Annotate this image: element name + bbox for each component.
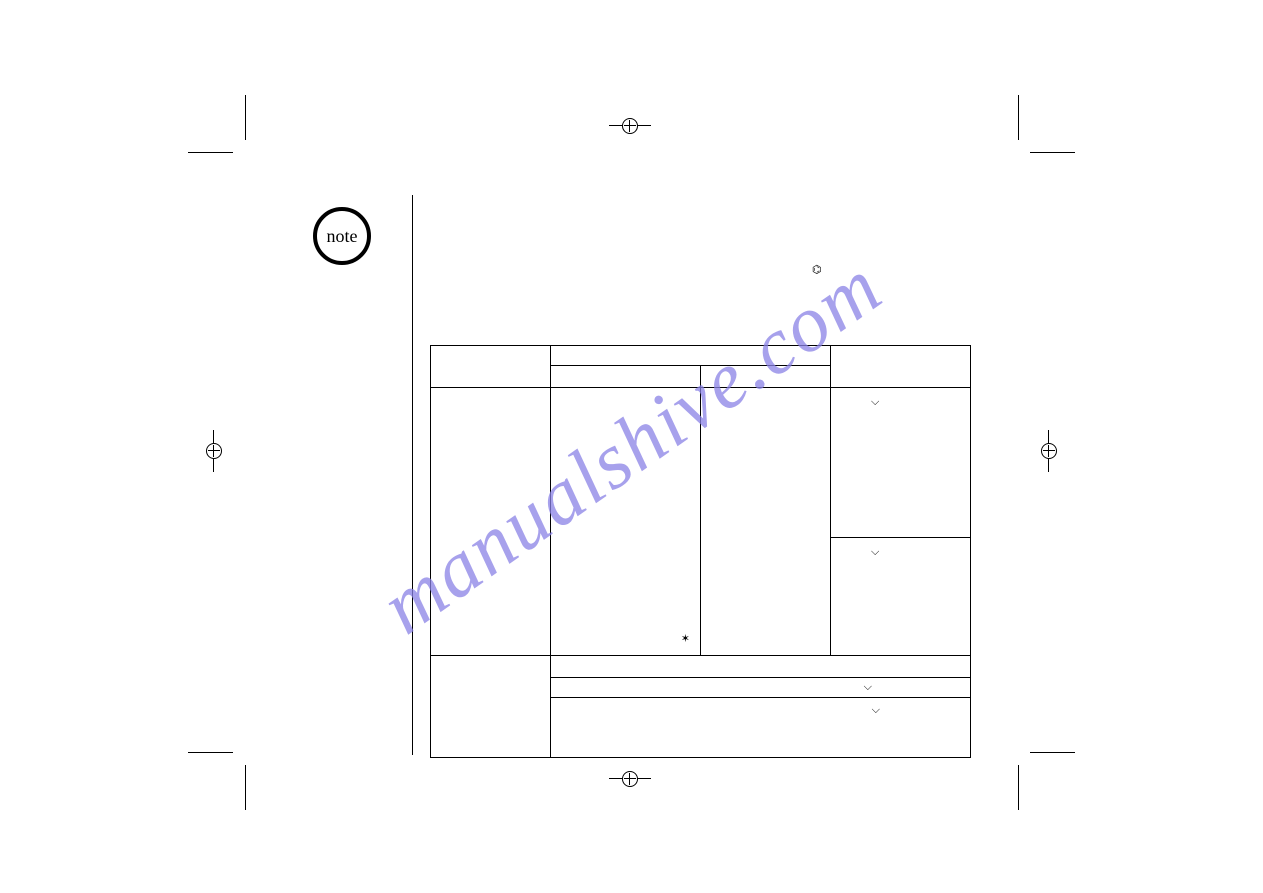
table-cell [431, 346, 551, 388]
table-cell [831, 346, 971, 388]
registration-mark-left [203, 440, 225, 462]
spec-table: ✶ ⌵ ⌵ ⌵ ⌵ [430, 345, 971, 758]
table-cell [551, 656, 971, 678]
table-cell: ⌵ [551, 678, 971, 698]
bell-icon: ⌵ [864, 681, 872, 694]
table-cell [431, 656, 551, 758]
table-cell [431, 388, 551, 656]
bell-icon: ⌵ [871, 396, 879, 409]
table-cell: ⌵ [831, 388, 971, 538]
table-cell [701, 366, 831, 388]
bell-icon: ⌵ [872, 704, 880, 717]
table-cell: ⌵ [831, 538, 971, 656]
bell-icon: ⌵ [871, 546, 879, 559]
table-cell [701, 388, 831, 656]
note-badge-label: note [327, 226, 358, 247]
registration-mark-top [619, 115, 641, 137]
star-icon: ✶ [681, 632, 690, 645]
table-cell: ⌵ [551, 698, 971, 758]
table-cell [551, 366, 701, 388]
registration-mark-right [1038, 440, 1060, 462]
table-cell: ✶ [551, 388, 701, 656]
note-badge: note [313, 207, 371, 265]
registration-mark-bottom [619, 768, 641, 790]
table-cell [551, 346, 831, 366]
content-separator [412, 195, 413, 755]
glyph-icon: ⌬ [812, 263, 822, 276]
